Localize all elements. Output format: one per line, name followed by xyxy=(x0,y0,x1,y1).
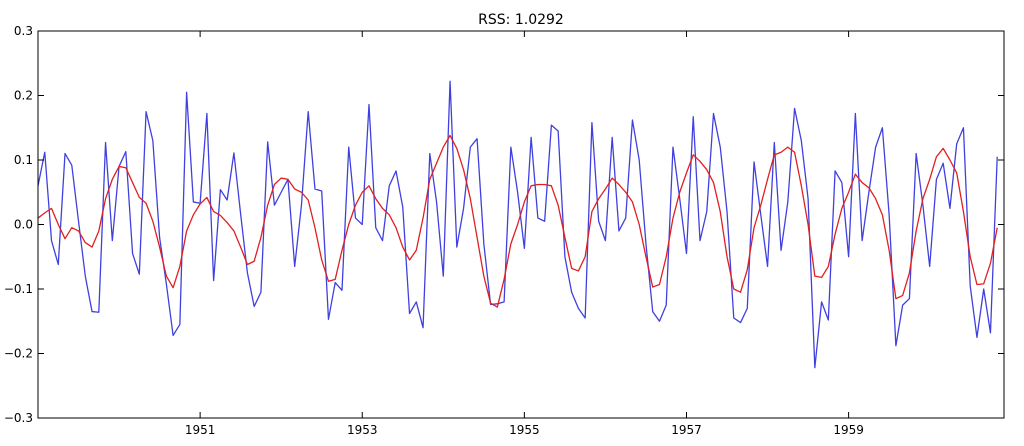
y-tick-label: 0.0 xyxy=(14,218,33,232)
axes-frame xyxy=(37,30,1005,419)
x-tick-label: 1953 xyxy=(347,423,378,437)
y-tick-label: −0.2 xyxy=(4,347,33,361)
series-line-1 xyxy=(37,80,998,369)
chart-title: RSS: 1.0292 xyxy=(478,12,564,28)
x-tick-label: 1951 xyxy=(185,423,216,437)
y-tick-label: −0.1 xyxy=(4,282,33,296)
y-tick-label: −0.3 xyxy=(4,411,33,425)
series-line-2 xyxy=(37,134,998,308)
x-tick-label: 1957 xyxy=(671,423,702,437)
y-tick-label: 0.1 xyxy=(14,153,33,167)
y-tick-label: 0.3 xyxy=(14,24,33,38)
y-tick-label: 0.2 xyxy=(14,89,33,103)
x-tick-label: 1959 xyxy=(833,423,864,437)
plot-area xyxy=(37,80,998,369)
x-tick-label: 1955 xyxy=(509,423,540,437)
axis-tick-labels: 0.3 0.2 0.1 0.0 −0.1 −0.2 −0.3 1951 1953 1955 1957… xyxy=(4,24,864,437)
